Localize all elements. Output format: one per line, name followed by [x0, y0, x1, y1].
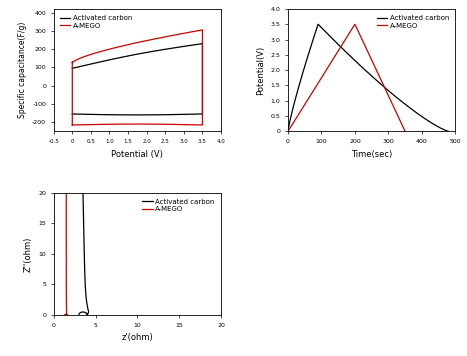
Activated carbon: [171, 112, 177, 117]
Activated carbon: [417, 113, 422, 117]
Legend: Activated carbon, A-MEGO: Activated carbon, A-MEGO: [140, 196, 218, 215]
Activated carbon: [70, 66, 75, 70]
X-axis label: Time(sec): Time(sec): [351, 150, 392, 158]
Activated carbon: [371, 76, 377, 80]
A-MEGO: [82, 54, 88, 58]
X-axis label: Potential (V): Potential (V): [112, 150, 163, 158]
Line: Activated carbon: Activated carbon: [288, 24, 449, 131]
Activated carbon: [446, 129, 452, 134]
A-MEGO: [64, 207, 69, 211]
A-MEGO: [403, 129, 408, 134]
A-MEGO: [397, 119, 403, 124]
Line: Activated carbon: Activated carbon: [79, 193, 89, 315]
Activated carbon: [83, 284, 88, 288]
Activated carbon: [315, 22, 321, 26]
Activated carbon: [135, 113, 141, 117]
Activated carbon: [132, 113, 137, 117]
Activated carbon: [178, 112, 184, 116]
Activated carbon: [285, 129, 291, 134]
Activated carbon: [164, 112, 170, 117]
Activated carbon: [70, 112, 75, 116]
A-MEGO: [102, 122, 108, 126]
A-MEGO: [62, 312, 68, 316]
A-MEGO: [70, 123, 75, 127]
Activated carbon: [380, 84, 386, 88]
X-axis label: z'(ohm): z'(ohm): [121, 333, 153, 342]
A-MEGO: [70, 123, 75, 127]
Activated carbon: [80, 198, 86, 203]
A-MEGO: [154, 122, 160, 126]
A-MEGO: [340, 42, 345, 47]
Activated carbon: [442, 128, 448, 132]
Activated carbon: [83, 291, 89, 295]
Activated carbon: [361, 67, 367, 71]
A-MEGO: [149, 122, 154, 126]
Line: A-MEGO: A-MEGO: [64, 193, 67, 315]
A-MEGO: [348, 29, 354, 33]
A-MEGO: [64, 195, 69, 200]
A-MEGO: [62, 313, 67, 317]
A-MEGO: [64, 240, 69, 245]
A-MEGO: [157, 122, 163, 126]
Activated carbon: [83, 311, 89, 315]
Line: A-MEGO: A-MEGO: [288, 24, 405, 131]
A-MEGO: [64, 190, 69, 195]
Y-axis label: Potential(V): Potential(V): [256, 46, 265, 95]
A-MEGO: [285, 129, 291, 134]
Y-axis label: Z''(ohm): Z''(ohm): [24, 236, 33, 272]
Activated carbon: [83, 286, 88, 290]
Activated carbon: [76, 313, 82, 317]
Line: Activated carbon: Activated carbon: [72, 44, 203, 115]
Activated carbon: [105, 112, 111, 117]
A-MEGO: [352, 22, 358, 26]
Y-axis label: Specific capacitance(F/g): Specific capacitance(F/g): [17, 22, 27, 118]
A-MEGO: [354, 27, 360, 31]
A-MEGO: [64, 313, 70, 317]
Activated carbon: [361, 66, 366, 70]
Legend: Activated carbon, A-MEGO: Activated carbon, A-MEGO: [57, 12, 135, 31]
A-MEGO: [200, 28, 205, 32]
Line: A-MEGO: A-MEGO: [72, 30, 203, 125]
A-MEGO: [200, 55, 205, 59]
A-MEGO: [64, 309, 70, 313]
Activated carbon: [82, 271, 88, 276]
Activated carbon: [80, 190, 86, 195]
A-MEGO: [317, 79, 322, 83]
Legend: Activated carbon, A-MEGO: Activated carbon, A-MEGO: [374, 12, 452, 31]
Activated carbon: [200, 42, 205, 46]
Activated carbon: [85, 62, 91, 67]
A-MEGO: [401, 126, 407, 131]
